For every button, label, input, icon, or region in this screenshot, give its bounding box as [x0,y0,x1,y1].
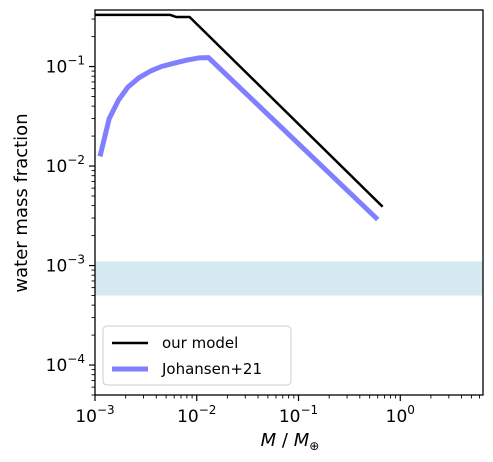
y-tick-label: 10−2 [46,153,85,177]
y-tick-label: 10−4 [46,352,85,376]
series-layer [95,13,384,222]
series-line-our-model [95,13,384,208]
legend-box [102,325,292,386]
x-tick-label: 10−2 [177,403,216,427]
legend: our model Johansen+21 [102,325,292,386]
legend-label-johansen: Johansen+21 [161,360,262,378]
series-line-johansen-21 [97,55,380,222]
ticks-layer: 10−3 10−2 10−1 100 10−4 10−3 10−2 10−1 [46,18,480,427]
plot-band [95,261,483,296]
y-tick-label: 10−1 [46,54,85,78]
x-axis-label: M / M⊕ [261,430,320,453]
x-tick-label: 10−3 [75,403,114,427]
x-tick-label: 10−1 [279,403,318,427]
legend-label-our-model: our model [162,334,238,352]
y-tick-label: 10−3 [46,253,85,277]
y-axis-label: water mass fraction [11,113,32,292]
x-tick-label: 100 [386,403,415,427]
